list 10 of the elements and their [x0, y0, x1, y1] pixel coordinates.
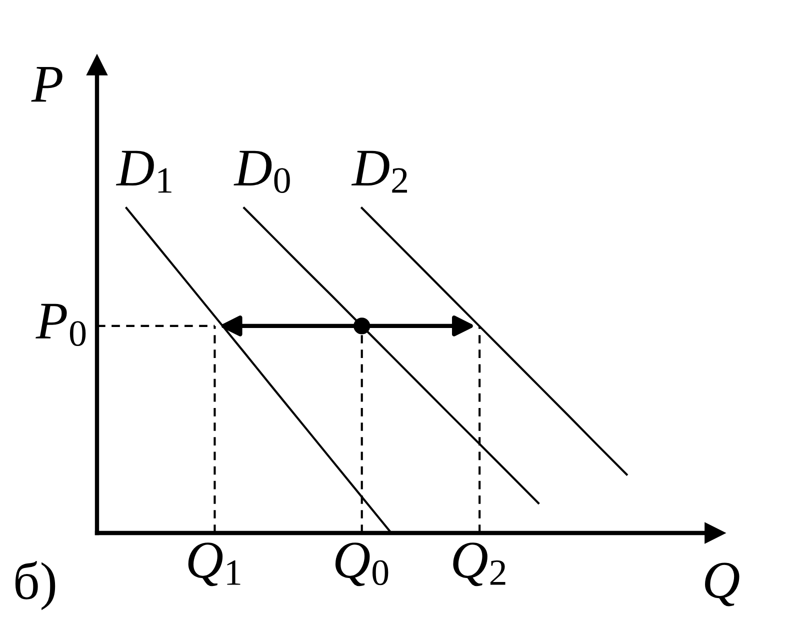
x-tick-label: Q$_{0}$: [335, 542, 388, 586]
x-tick-label: Q$_{1}$: [188, 542, 240, 586]
x-tick-label: Q$_{2}$: [453, 542, 506, 586]
y-axis-title: P: [31, 67, 62, 102]
series-label: D$_{0}$: [234, 150, 290, 194]
series-label: D$_{2}$: [351, 150, 407, 193]
x-axis-title: Q: [705, 562, 740, 606]
text: б): [15, 561, 56, 610]
text: P$_{0}$: [36, 304, 86, 346]
series-label: D$_{1}$: [116, 150, 172, 193]
